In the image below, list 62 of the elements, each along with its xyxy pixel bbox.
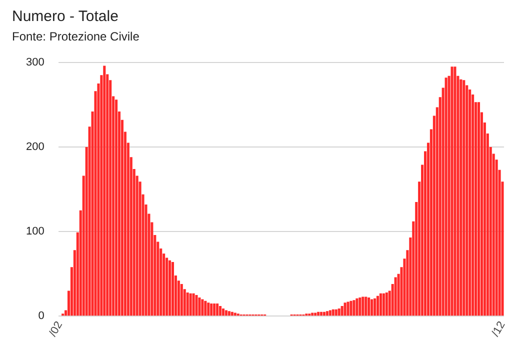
bar xyxy=(171,262,174,316)
bar xyxy=(320,312,323,316)
bar xyxy=(168,260,172,316)
bar xyxy=(115,100,118,316)
bar xyxy=(204,300,207,316)
bar xyxy=(186,292,189,316)
bar xyxy=(362,296,364,316)
bar xyxy=(224,310,228,316)
bar xyxy=(346,302,350,316)
y-tick-label: 100 xyxy=(26,226,44,238)
bar xyxy=(322,312,326,316)
bar xyxy=(219,306,222,316)
bar xyxy=(338,308,340,316)
bar xyxy=(382,293,385,316)
bar xyxy=(368,298,370,316)
bar xyxy=(454,66,456,316)
bar xyxy=(364,296,368,316)
bar xyxy=(394,277,397,316)
bar xyxy=(222,308,225,316)
bar xyxy=(358,298,362,316)
bar xyxy=(370,299,374,316)
bar xyxy=(460,79,462,316)
bar xyxy=(230,312,234,316)
bar xyxy=(477,102,480,316)
bar xyxy=(166,258,168,316)
bar xyxy=(326,311,328,316)
chart-subtitle: Fonte: Protezione Civile xyxy=(12,30,140,44)
bar xyxy=(228,311,230,316)
bar xyxy=(210,303,213,316)
bar xyxy=(216,303,219,316)
bar xyxy=(374,298,376,316)
bar xyxy=(350,300,352,316)
bar xyxy=(385,292,388,316)
bar xyxy=(379,293,382,316)
y-tick-label: 300 xyxy=(26,56,44,68)
x-tick-label: /02 xyxy=(47,319,66,339)
bar xyxy=(444,78,448,316)
bar xyxy=(356,298,358,316)
bar xyxy=(352,300,356,316)
bar xyxy=(195,295,198,316)
bar xyxy=(340,306,344,316)
y-tick-label: 0 xyxy=(38,310,44,322)
bar xyxy=(201,299,204,316)
bar xyxy=(376,296,379,316)
bar xyxy=(103,66,106,316)
bar xyxy=(213,303,216,316)
bar xyxy=(328,310,332,316)
bar xyxy=(344,302,346,316)
bar xyxy=(462,80,466,316)
bar xyxy=(317,312,320,316)
bar xyxy=(207,302,210,316)
chart-title: Numero - Totale xyxy=(12,8,118,26)
bar xyxy=(332,309,334,316)
bar xyxy=(334,309,338,316)
bar xyxy=(192,293,195,316)
bar xyxy=(468,89,472,316)
x-tick-label: /12 xyxy=(490,319,508,339)
bar xyxy=(198,298,201,316)
y-tick-label: 200 xyxy=(26,141,44,154)
bar xyxy=(450,66,454,316)
bar xyxy=(189,293,192,316)
bar xyxy=(180,284,183,316)
